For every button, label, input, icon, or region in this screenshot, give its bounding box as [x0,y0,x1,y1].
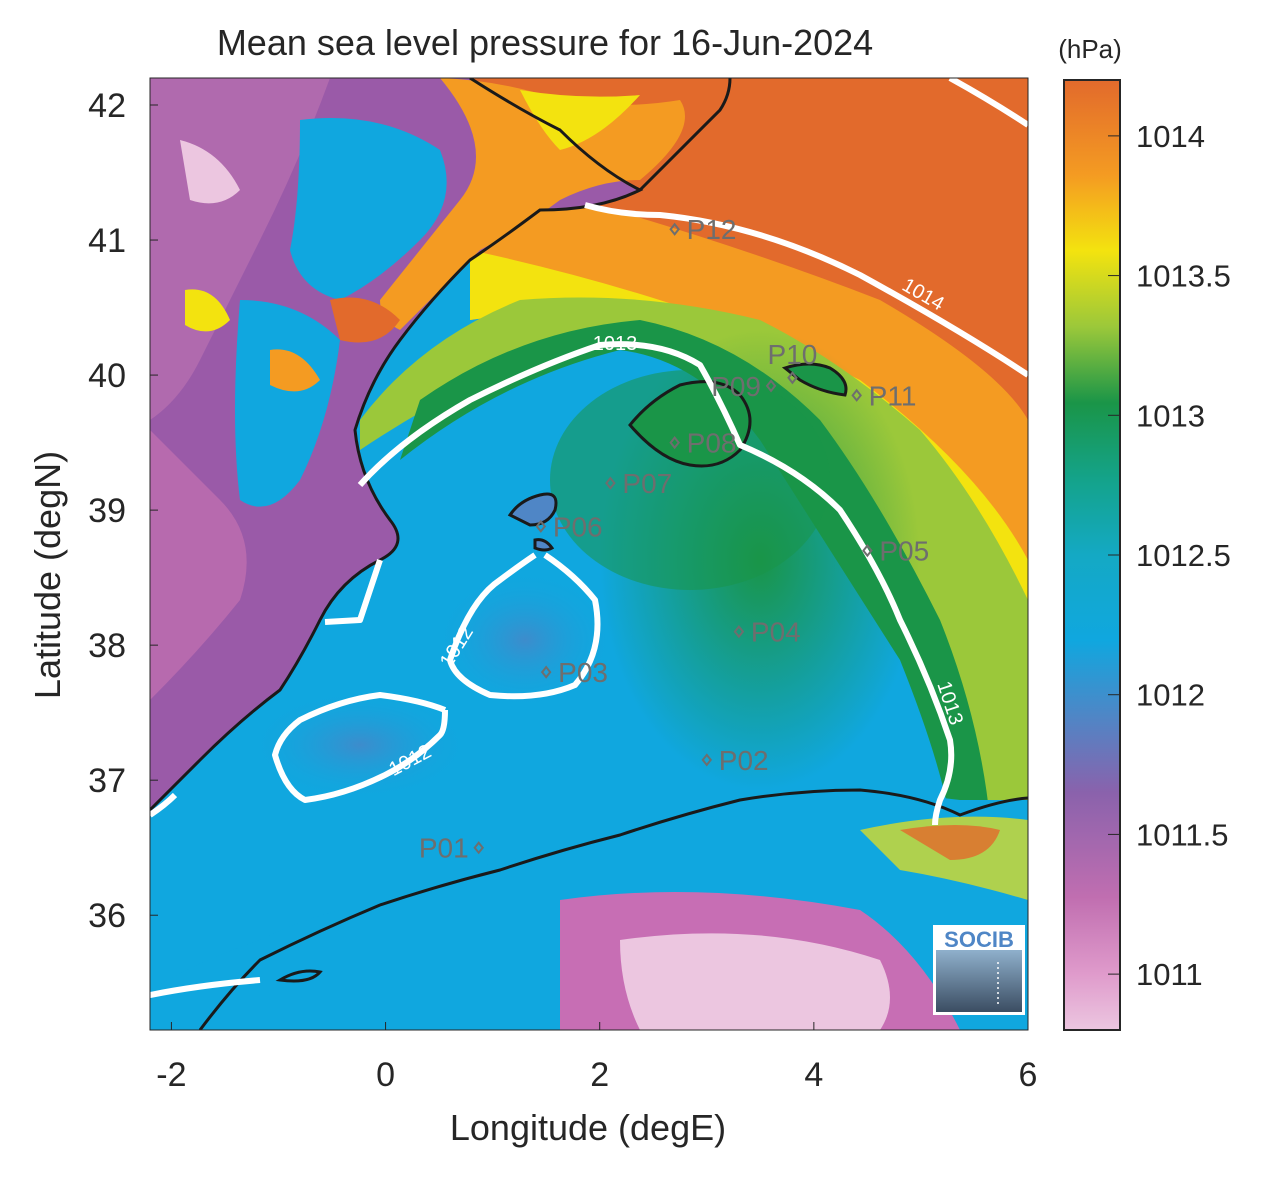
station-label-p01: P01 [419,833,469,864]
y-tick-label: 39 [88,492,126,530]
y-tick-label: 37 [88,762,126,800]
colorbar: (hPa) 1014 1013.5 1013 1012.5 1012 1011.5 1011 [1058,34,1231,1031]
station-marker-p01 [473,841,484,855]
map-title: Mean sea level pressure for 16-Jun-2024 [217,22,873,63]
station-marker-p03 [540,665,552,679]
x-axis-label: Longitude (degE) [450,1107,726,1148]
x-axis-ticks: -2 0 2 4 6 [156,1022,1037,1094]
station-marker-p05 [862,544,873,558]
station-label-p02: P02 [719,745,769,776]
colorbar-unit: (hPa) [1058,34,1122,64]
socib-logo-text: SOCIB [944,927,1014,952]
y-tick-label: 41 [88,222,126,260]
y-axis-ticks: 42 41 40 39 38 37 36 [88,87,158,935]
colorbar-tick-label: 1012 [1136,678,1205,713]
y-tick-label: 42 [88,87,126,125]
pressure-field: SOCIB [150,78,1028,1030]
y-tick-label: 40 [88,357,126,395]
station-label-p05: P05 [879,536,929,567]
colorbar-tick-label: 1014 [1136,119,1205,154]
y-axis-label: Latitude (degN) [27,451,68,699]
socib-logo: SOCIB [933,925,1025,1015]
plot-frame [149,77,1029,1031]
x-tick-label: -2 [156,1056,186,1094]
station-label-p11: P11 [869,380,917,411]
x-tick-label: 2 [590,1056,609,1094]
contour-label-1013-north: 1013 [593,333,638,355]
colorbar-tick-label: 1012.5 [1136,538,1231,573]
y-tick-label: 36 [88,897,126,935]
colorbar-tick-label: 1013.5 [1136,259,1231,294]
station-marker-p02 [701,753,713,767]
station-marker-p04 [733,625,745,639]
station-label-p08: P08 [687,428,737,459]
x-tick-label: 4 [804,1056,823,1094]
station-label-p12: P12 [687,214,737,245]
station-label-p03: P03 [558,657,608,688]
x-tick-label: 0 [376,1056,395,1094]
station-label-p10: P10 [768,339,818,370]
station-marker-p08 [669,435,680,450]
station-label-p09: P09 [711,371,761,402]
colorbar-scale [1063,79,1121,1031]
station-marker-p09 [765,379,777,393]
colorbar-tick-label: 1011 [1136,957,1203,992]
station-label-p04: P04 [751,617,801,648]
station-marker-p10 [787,371,798,385]
colorbar-ticks: 1014 1013.5 1013 1012.5 1012 1011.5 1011 [1108,119,1231,992]
station-marker-p12 [669,222,680,236]
station-marker-p06 [535,519,547,533]
station-marker-p07 [605,476,616,490]
station-label-p07: P07 [622,468,672,499]
x-tick-label: 6 [1019,1056,1038,1094]
colorbar-tick-label: 1011.5 [1136,817,1229,852]
station-marker-p11 [851,388,862,402]
station-label-p06: P06 [553,511,603,542]
colorbar-tick-label: 1013 [1136,398,1205,433]
y-tick-label: 38 [88,627,126,665]
